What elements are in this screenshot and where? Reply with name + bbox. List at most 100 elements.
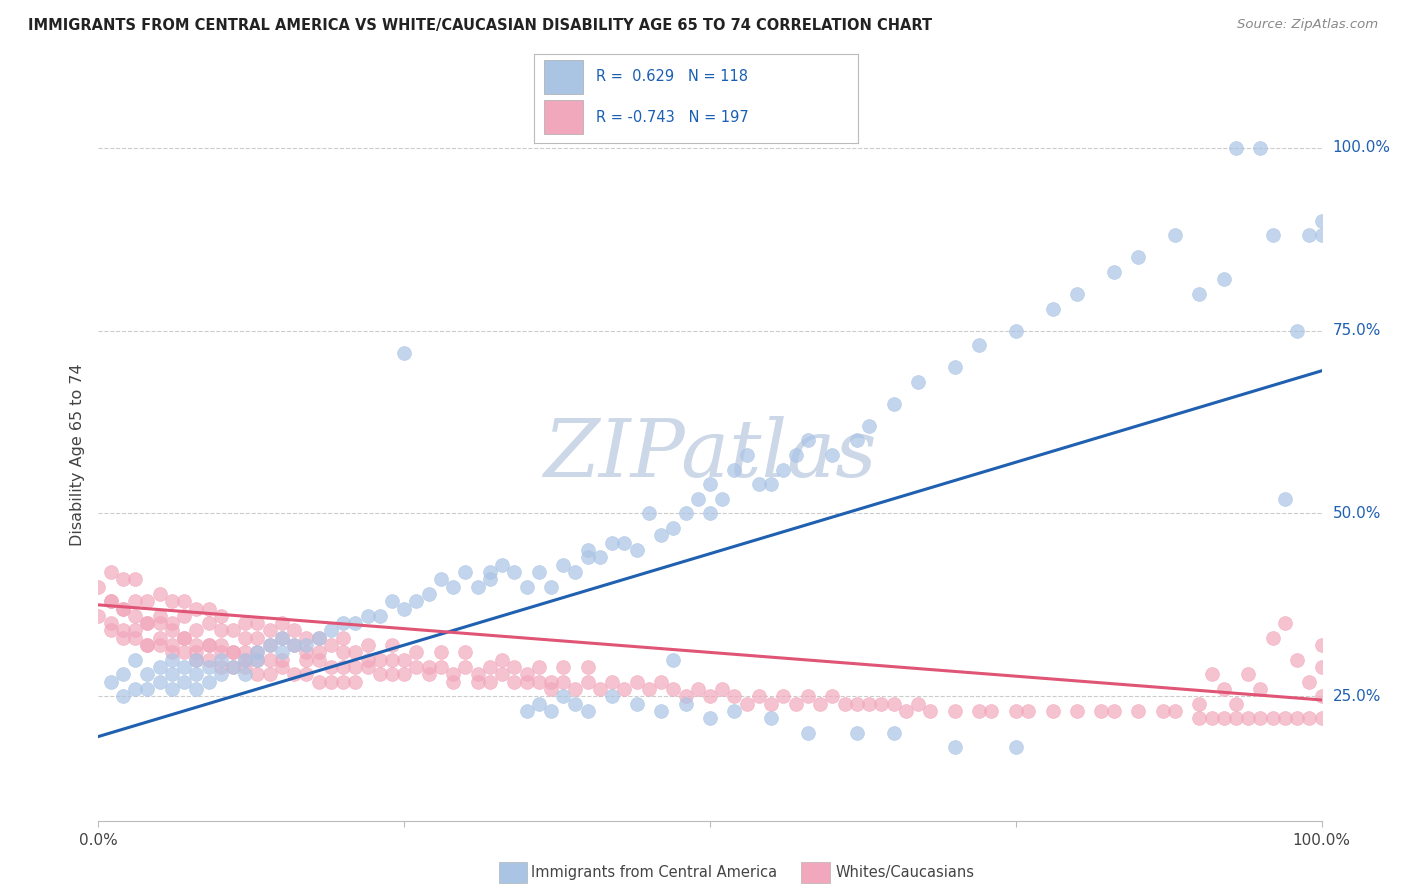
Point <box>209 645 232 659</box>
Point <box>368 667 391 681</box>
Text: Whites/Caucasians: Whites/Caucasians <box>835 865 974 880</box>
Point <box>1237 711 1260 725</box>
Point <box>883 697 905 711</box>
Point <box>392 653 416 667</box>
Point <box>1261 631 1284 645</box>
Point <box>319 674 342 689</box>
Point <box>553 660 575 674</box>
Point <box>1298 228 1320 243</box>
Point <box>1212 681 1234 696</box>
Point <box>723 690 745 704</box>
Point <box>344 674 367 689</box>
Point <box>246 653 269 667</box>
Point <box>344 660 367 674</box>
Point <box>100 674 122 689</box>
Point <box>761 697 783 711</box>
Point <box>943 360 966 375</box>
Point <box>613 535 636 549</box>
Point <box>540 580 562 594</box>
Point <box>637 681 661 696</box>
Point <box>283 624 305 638</box>
Point <box>1188 711 1211 725</box>
Point <box>149 674 172 689</box>
Point <box>797 690 820 704</box>
Point <box>100 594 122 608</box>
Point <box>197 660 219 674</box>
Point <box>233 616 256 631</box>
Point <box>735 448 758 462</box>
Point <box>686 491 709 506</box>
Point <box>209 624 232 638</box>
Point <box>761 711 783 725</box>
Point <box>626 674 648 689</box>
Point <box>270 616 294 631</box>
Point <box>454 660 477 674</box>
Point <box>883 397 905 411</box>
Point <box>111 631 134 645</box>
Point <box>149 608 172 623</box>
Point <box>650 674 672 689</box>
Point <box>467 667 489 681</box>
Point <box>124 681 146 696</box>
Point <box>845 726 868 740</box>
Point <box>454 565 477 579</box>
Point <box>246 645 269 659</box>
Point <box>467 580 489 594</box>
Point <box>967 704 990 718</box>
Point <box>295 631 318 645</box>
Point <box>209 608 232 623</box>
Point <box>308 631 330 645</box>
Point <box>186 645 208 659</box>
Point <box>1274 616 1296 631</box>
Point <box>259 653 281 667</box>
Point <box>308 653 330 667</box>
Point <box>1066 704 1088 718</box>
Point <box>1225 711 1247 725</box>
Point <box>283 667 305 681</box>
Point <box>186 601 208 615</box>
Point <box>467 674 489 689</box>
Point <box>1188 697 1211 711</box>
Point <box>1237 667 1260 681</box>
Point <box>186 681 208 696</box>
Point <box>491 558 513 572</box>
Point <box>405 660 427 674</box>
Point <box>1066 287 1088 301</box>
Point <box>160 667 183 681</box>
Point <box>845 434 868 448</box>
Point <box>907 375 929 389</box>
Text: R = -0.743   N = 197: R = -0.743 N = 197 <box>596 111 748 125</box>
Point <box>259 638 281 652</box>
Point <box>173 660 195 674</box>
Point <box>1274 711 1296 725</box>
Point <box>1164 704 1187 718</box>
Point <box>589 681 612 696</box>
Point <box>686 681 709 696</box>
Point <box>540 681 562 696</box>
Point <box>430 645 453 659</box>
Point <box>405 594 427 608</box>
Point <box>197 638 219 652</box>
Point <box>295 645 318 659</box>
Point <box>1298 674 1320 689</box>
Text: ZIPatlas: ZIPatlas <box>543 417 877 493</box>
Point <box>149 631 172 645</box>
Point <box>1286 653 1309 667</box>
Point <box>87 580 110 594</box>
Point <box>503 660 526 674</box>
Point <box>540 674 562 689</box>
Point <box>381 594 404 608</box>
Point <box>553 690 575 704</box>
Point <box>1152 704 1174 718</box>
Point <box>124 624 146 638</box>
Point <box>576 550 599 565</box>
Point <box>478 674 501 689</box>
Point <box>1201 667 1223 681</box>
Point <box>675 690 697 704</box>
Point <box>222 660 245 674</box>
Point <box>259 638 281 652</box>
Point <box>308 674 330 689</box>
Point <box>858 418 880 433</box>
Point <box>356 608 378 623</box>
Point <box>515 674 537 689</box>
